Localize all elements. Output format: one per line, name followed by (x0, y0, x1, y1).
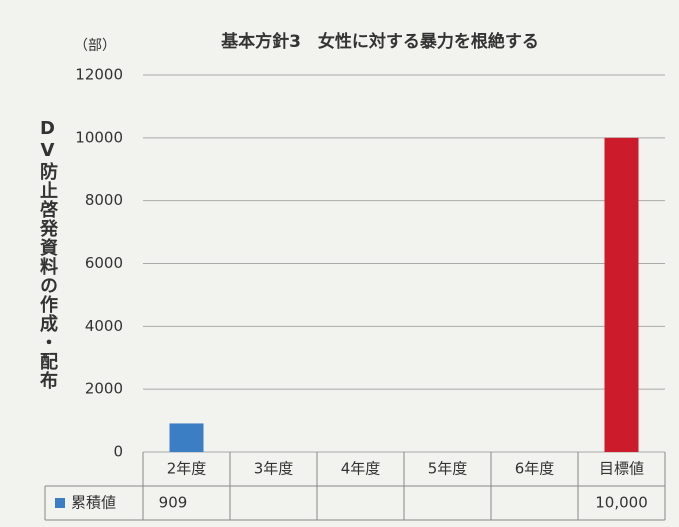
table-value: 10,000 (595, 494, 648, 512)
legend-swatch (55, 498, 65, 508)
bar (604, 137, 639, 453)
legend-label: 累積値 (71, 494, 116, 512)
y-tick-label: 6000 (85, 254, 123, 272)
x-tick-label: 4年度 (341, 460, 381, 478)
y-tick-label: 4000 (85, 317, 123, 335)
y-tick-label: 12000 (75, 66, 123, 84)
x-tick-label: 2年度 (167, 460, 207, 478)
y-tick-label: 0 (113, 443, 123, 461)
y-tick-label: 2000 (85, 380, 123, 398)
bar (169, 423, 204, 452)
x-tick-label: 目標値 (599, 460, 644, 478)
unit-label: （部） (74, 38, 116, 54)
y-tick-label: 8000 (85, 191, 123, 209)
chart-title: 基本方針3 女性に対する暴力を根絶する (220, 31, 539, 52)
y-tick-label: 10000 (75, 128, 123, 146)
x-tick-label: 3年度 (254, 460, 294, 478)
x-tick-label: 6年度 (515, 460, 555, 478)
table-value: 909 (159, 494, 188, 512)
y-axis-label: DV防止啓発資料の作成・配布 (37, 118, 58, 390)
x-tick-label: 5年度 (428, 460, 468, 478)
